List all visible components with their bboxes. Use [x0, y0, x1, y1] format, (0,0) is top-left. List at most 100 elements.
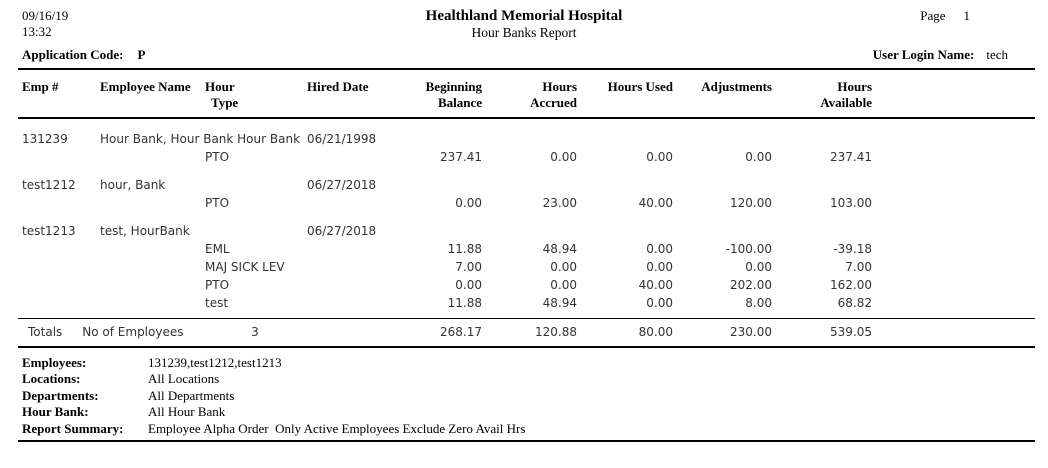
header-divider	[18, 68, 1035, 70]
col-hours-used: Hours Used	[580, 70, 676, 119]
report-date: 09/16/19	[22, 8, 69, 23]
totals-employees-label: No of Employees	[82, 324, 184, 339]
hours-accrued-cell: 48.94	[542, 242, 577, 256]
beginning-balance-cell: 0.00	[455, 278, 482, 292]
application-code-value: P	[137, 47, 146, 62]
footer-label-report-summary: Report Summary:	[22, 420, 124, 436]
col-emp-number: Emp #	[18, 70, 100, 119]
report-header: 09/16/19 13:32 Healthland Memorial Hospi…	[0, 0, 1048, 41]
hour-bank-row: MAJ SICK LEV 7.00 0.00 0.00 0.00 7.00	[18, 258, 1035, 276]
hired-date-cell: 06/27/2018	[307, 178, 377, 192]
spacer-row	[18, 166, 1035, 176]
hours-used-cell: 40.00	[638, 196, 673, 210]
hour-type-cell: EML	[205, 242, 230, 256]
totals-hours-available: 539.05	[775, 317, 875, 348]
hours-used-cell: 0.00	[646, 296, 673, 310]
adjustments-cell: 120.00	[730, 196, 772, 210]
footer-row-report-summary: Report Summary: Employee Alpha Order Only…	[22, 421, 1030, 438]
footer-value-employees: 131239,test1212,test1213	[148, 354, 282, 370]
footer-label-locations: Locations:	[22, 371, 81, 386]
hours-available-cell: 7.00	[845, 260, 872, 274]
page-indicator: Page 1	[848, 8, 1048, 24]
hired-date-cell: 06/21/1998	[307, 132, 377, 146]
col-filler	[875, 70, 1035, 119]
table-header-row: Emp # Employee Name Hour Type Hired Date …	[18, 70, 1035, 119]
footer-row-hour-bank: Hour Bank: All Hour Bank	[22, 404, 1030, 421]
hours-accrued-cell: 48.94	[542, 296, 577, 310]
hours-used-cell: 0.00	[646, 150, 673, 164]
emp-number-cell: test1212	[22, 178, 76, 192]
page-label: Page	[920, 8, 946, 23]
employee-rows: 131239 Hour Bank, Hour Bank Hour Bank 06/2…	[18, 118, 1035, 318]
hospital-name: Healthland Memorial Hospital	[425, 8, 623, 24]
employee-name-cell: hour, Bank	[100, 178, 166, 192]
hours-used-cell: 0.00	[646, 242, 673, 256]
hour-type-cell: MAJ SICK LEV	[205, 260, 285, 274]
report-title: Hour Banks Report	[471, 25, 577, 40]
hours-accrued-cell: 0.00	[550, 150, 577, 164]
hour-type-cell: PTO	[205, 278, 230, 292]
col-hours-accrued: Hours Accrued	[485, 70, 580, 119]
hours-available-cell: 237.41	[830, 150, 872, 164]
col-hired-date: Hired Date	[305, 70, 395, 119]
footer-value-hour-bank: All Hour Bank	[148, 404, 226, 419]
hour-type-cell: PTO	[205, 150, 230, 164]
spacer-row	[18, 118, 1035, 130]
totals-row: Totals No of Employees 3 268.17 120.88 8…	[18, 317, 1035, 348]
hours-used-cell: 40.00	[638, 278, 673, 292]
report-subheader: Application Code: P User Login Name: tech	[0, 47, 1048, 63]
report-criteria: Employees: 131239,test1212,test1213 Locati…	[22, 355, 1030, 438]
totals-employee-count: 3	[205, 317, 305, 348]
user-login-value: tech	[986, 47, 1008, 62]
footer-label-employees: Employees:	[22, 354, 87, 370]
employee-row: test1212 hour, Bank 06/27/2018	[18, 176, 1035, 194]
footer-row-locations: Locations: All Locations	[22, 371, 1030, 388]
hour-type-cell: PTO	[205, 196, 230, 210]
hours-accrued-cell: 23.00	[542, 196, 577, 210]
col-hours-available: Hours Available	[775, 70, 875, 119]
col-hour-type: Hour Type	[205, 70, 305, 119]
hour-bank-row: PTO 0.00 0.00 40.00 202.00 162.00	[18, 276, 1035, 294]
adjustments-cell: -100.00	[725, 242, 772, 256]
footer-row-departments: Departments: All Departments	[22, 388, 1030, 405]
hour-banks-table: Emp # Employee Name Hour Type Hired Date …	[18, 70, 1035, 348]
totals-label-cell: Totals No of Employees	[18, 317, 205, 348]
adjustments-cell: 8.00	[745, 296, 772, 310]
beginning-balance-cell: 237.41	[440, 150, 482, 164]
hours-available-cell: 103.00	[830, 196, 872, 210]
col-employee-name: Employee Name	[100, 70, 205, 119]
hour-bank-row: EML 11.88 48.94 0.00 -100.00 -39.18	[18, 240, 1035, 258]
hour-bank-row: PTO 237.41 0.00 0.00 0.00 237.41	[18, 148, 1035, 166]
hour-type-cell: test	[205, 296, 229, 310]
hours-available-cell: -39.18	[833, 242, 872, 256]
hours-accrued-cell: 0.00	[550, 260, 577, 274]
report-title-block: Healthland Memorial Hospital Hour Banks …	[200, 8, 848, 41]
footer-label-hour-bank: Hour Bank:	[22, 404, 89, 419]
employee-row: test1213 test, HourBank 06/27/2018	[18, 222, 1035, 240]
col-beginning-balance: Beginning Balance	[395, 70, 485, 119]
totals-label: Totals	[28, 324, 63, 339]
footer-value-locations: All Locations	[148, 371, 220, 386]
totals-hours-accrued: 120.88	[485, 317, 580, 348]
application-code-block: Application Code: P	[22, 47, 145, 63]
adjustments-cell: 202.00	[730, 278, 772, 292]
page-number: 1	[963, 8, 971, 23]
user-login-label: User Login Name:	[872, 47, 975, 62]
hired-date-cell: 06/27/2018	[307, 224, 377, 238]
application-code-label: Application Code:	[22, 47, 124, 62]
hour-bank-row: test 11.88 48.94 0.00 8.00 68.82	[18, 294, 1035, 312]
adjustments-cell: 0.00	[745, 260, 772, 274]
hours-available-cell: 68.82	[837, 296, 872, 310]
spacer-row	[18, 212, 1035, 222]
totals-section: Totals No of Employees 3 268.17 120.88 8…	[18, 317, 1035, 348]
adjustments-cell: 0.00	[745, 150, 772, 164]
footer-value-departments: All Departments	[148, 387, 235, 403]
report-time: 13:32	[22, 24, 52, 39]
footer-label-departments: Departments:	[22, 387, 99, 403]
employee-name-cell: test, HourBank	[100, 224, 190, 238]
beginning-balance-cell: 11.88	[447, 296, 482, 310]
totals-hours-used: 80.00	[580, 317, 676, 348]
totals-beginning-balance: 268.17	[395, 317, 485, 348]
hours-used-cell: 0.00	[646, 260, 673, 274]
